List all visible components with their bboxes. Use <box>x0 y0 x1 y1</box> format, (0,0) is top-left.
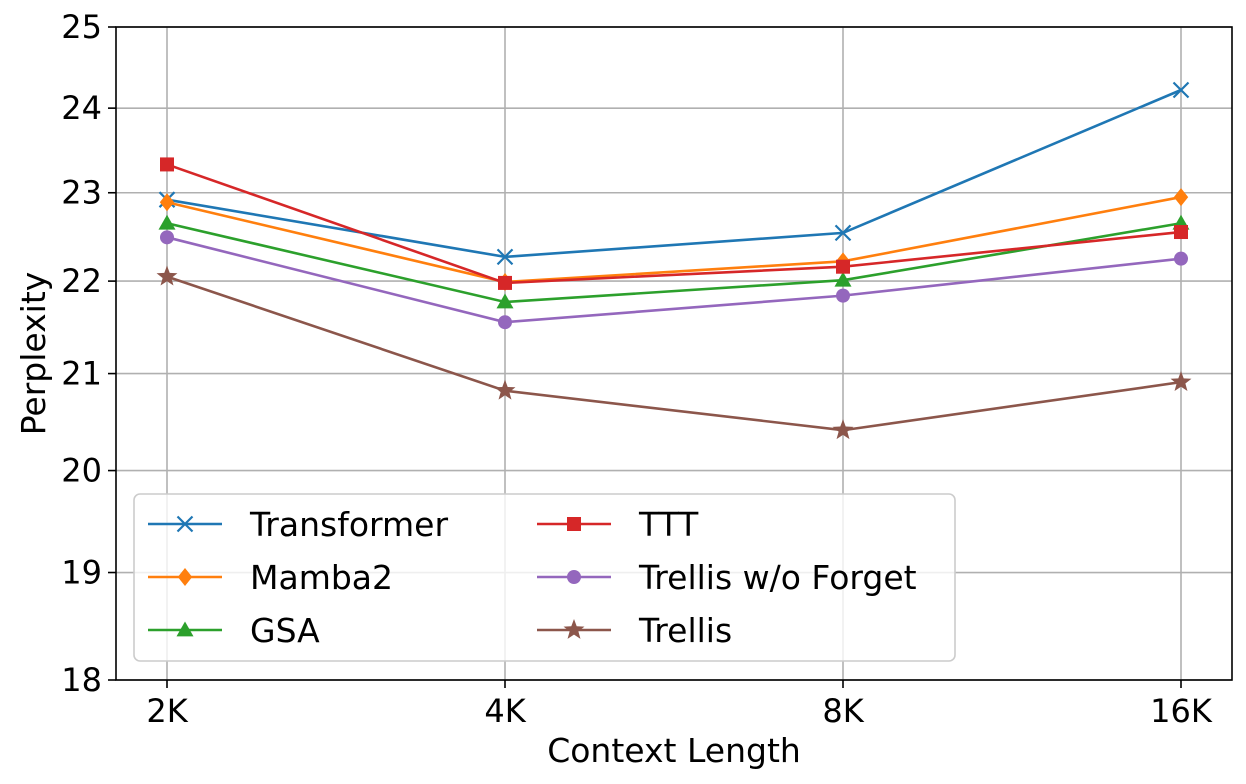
legend-entry-mamba2: Mamba2 <box>148 558 393 597</box>
series-line-gsa <box>166 221 1182 304</box>
data-point-trellis <box>832 419 854 440</box>
legend-label: TTT <box>638 505 699 544</box>
data-point-trellis-w-o-forget <box>498 315 512 330</box>
series-line-ttt <box>166 163 1182 285</box>
data-point-transformer <box>834 224 852 242</box>
legend-marker <box>567 517 581 531</box>
legend: Transformer Mamba2 GSA TTT Trellis w/o Forge… <box>133 493 956 662</box>
y-axis-label: Perplexity <box>14 272 53 436</box>
x-tick-label: 4K <box>484 692 526 730</box>
data-point-mamba2 <box>159 193 175 212</box>
y-tick-label: 23 <box>61 174 102 212</box>
legend-marker <box>563 619 585 639</box>
y-tick-label: 18 <box>61 661 102 699</box>
series-line-mamba2 <box>166 195 1182 284</box>
y-tick-label: 21 <box>61 355 102 393</box>
y-tick-label: 25 <box>61 8 102 46</box>
data-point-trellis-w-o-forget <box>836 288 850 303</box>
data-point-gsa <box>158 214 176 230</box>
y-tick-label: 24 <box>61 89 102 127</box>
data-point-gsa <box>496 293 514 309</box>
series-line-trellis <box>166 275 1182 432</box>
legend-marker <box>176 515 194 533</box>
legend-entry-ttt: TTT <box>537 505 699 544</box>
series-trellis-w-o-forget <box>160 230 1188 330</box>
data-point-trellis-w-o-forget <box>1174 251 1188 266</box>
x-tick-label: 2K <box>146 692 188 730</box>
data-point-transformer <box>496 248 514 266</box>
data-point-transformer <box>1172 81 1190 99</box>
y-tick-label: 20 <box>61 452 102 490</box>
data-point-trellis <box>156 265 178 286</box>
legend-entry-trellis: Trellis <box>537 611 732 650</box>
data-point-ttt <box>1174 225 1188 240</box>
data-point-trellis <box>1170 371 1192 392</box>
axis-ticks: 18 19 20 21 22 23 24 25 2K 4K 8K 16K <box>61 8 1213 730</box>
legend-entry-trellis-w-o-forget: Trellis w/o Forget <box>537 558 917 597</box>
x-tick-label: 16K <box>1150 692 1213 730</box>
series-line-trellis-w-o-forget <box>166 236 1182 324</box>
data-point-mamba2 <box>1173 188 1189 207</box>
legend-marker <box>177 568 193 586</box>
data-point-ttt <box>836 259 850 274</box>
y-tick-label: 22 <box>61 262 102 300</box>
series-layer <box>156 81 1192 440</box>
y-tick-label: 19 <box>61 554 102 592</box>
legend-label: Trellis w/o Forget <box>638 558 917 597</box>
plot-frame <box>115 26 1233 681</box>
legend-label: GSA <box>250 611 320 650</box>
series-line-transformer <box>166 88 1182 259</box>
legend-entry-transformer: Transformer <box>148 505 448 544</box>
data-point-gsa <box>834 271 852 287</box>
legend-marker <box>176 621 194 637</box>
data-point-ttt <box>160 157 174 172</box>
legend-marker <box>567 570 581 584</box>
x-tick-label: 8K <box>822 692 864 730</box>
series-ttt <box>160 157 1188 290</box>
legend-label: Mamba2 <box>250 558 393 597</box>
legend-label: Transformer <box>249 505 448 544</box>
series-gsa <box>158 214 1190 309</box>
data-point-trellis <box>494 379 516 400</box>
data-point-ttt <box>498 275 512 290</box>
data-point-trellis-w-o-forget <box>160 230 174 245</box>
series-trellis <box>156 265 1192 440</box>
legend-entry-gsa: GSA <box>148 611 320 650</box>
x-axis-label: Context Length <box>547 731 801 770</box>
legend-label: Trellis <box>638 611 732 650</box>
